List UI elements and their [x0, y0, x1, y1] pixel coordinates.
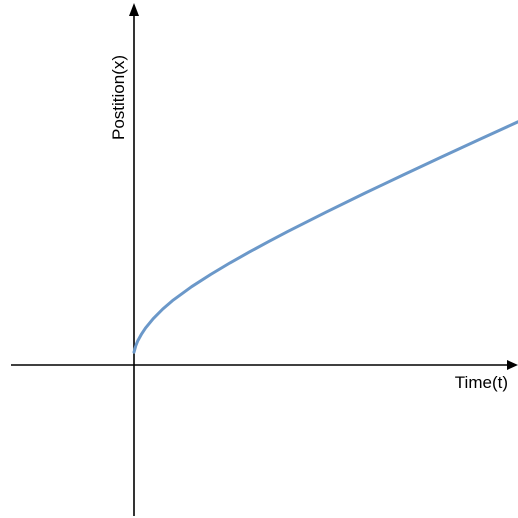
position-curve	[132, 120, 518, 354]
x-axis-arrowhead	[507, 360, 518, 370]
axes	[11, 3, 518, 516]
x-axis-label: Time(t)	[455, 373, 508, 392]
y-axis-label: Postition(x)	[109, 55, 128, 140]
y-axis-arrowhead	[129, 3, 139, 16]
